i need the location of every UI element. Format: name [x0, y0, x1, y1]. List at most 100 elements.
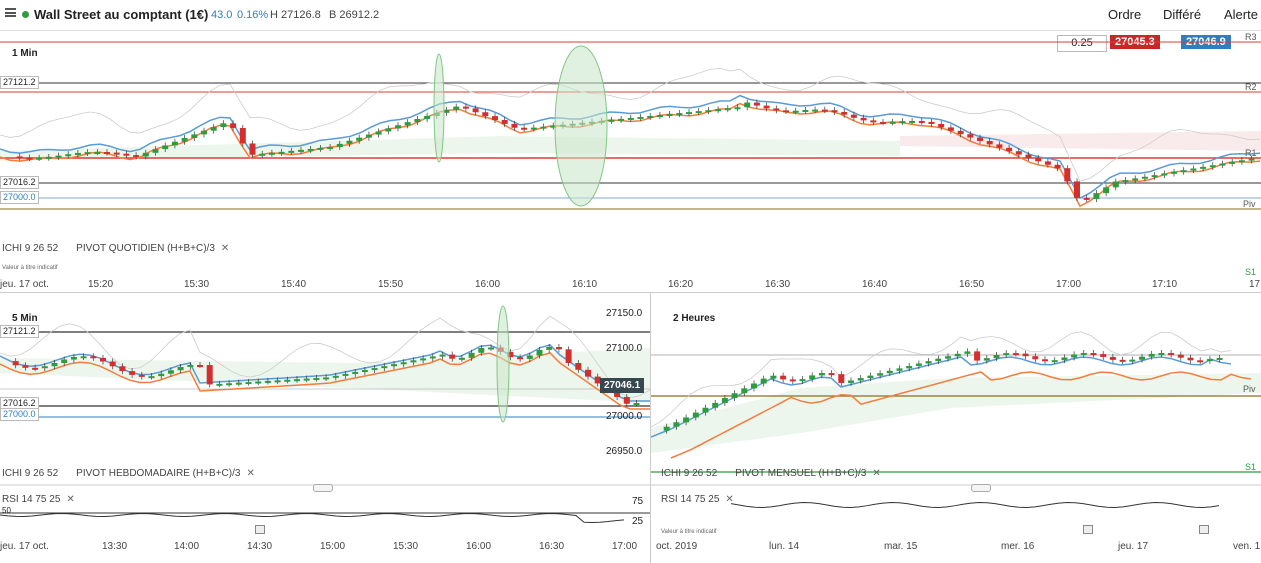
rsi-indicator[interactable]: RSI 14 75 25 — [661, 494, 720, 505]
change-value: 43.0 — [211, 9, 233, 21]
candle — [84, 152, 91, 155]
candle — [773, 108, 780, 111]
time-tick: 17 — [1249, 279, 1261, 290]
indicator-legend-1min[interactable]: ICHI 9 26 52 PIVOT QUOTIDIEN (H+B+C)/3 ✕ — [2, 243, 229, 254]
candle — [705, 110, 712, 113]
rsi-legend-2h[interactable]: RSI 14 75 25 ✕ — [661, 494, 734, 505]
order-button[interactable]: Ordre — [1108, 7, 1142, 22]
chart-2h-canvas[interactable] — [651, 293, 1261, 538]
candle — [1061, 357, 1068, 361]
pivot-indicator[interactable]: PIVOT MENSUEL (H+B+C)/3 — [735, 468, 867, 479]
candle — [1103, 187, 1110, 194]
pivot-indicator[interactable]: PIVOT HEBDOMADAIRE (H+B+C)/3 — [76, 468, 241, 479]
panel-resize-handle[interactable] — [313, 484, 333, 492]
candle — [530, 127, 537, 130]
ichimoku-kijun-line — [651, 356, 1232, 438]
candle — [332, 375, 339, 378]
time-tick: mer. 16 — [1001, 541, 1035, 552]
candle — [264, 380, 271, 383]
candle — [1129, 359, 1136, 362]
candle — [860, 117, 867, 121]
candle — [1197, 360, 1204, 363]
level-label-r2-price: 27121.2 — [0, 76, 39, 89]
candle — [148, 376, 155, 379]
candle — [623, 396, 630, 404]
candle — [618, 118, 625, 121]
candle — [201, 130, 207, 135]
alert-button[interactable]: Alerte — [1224, 7, 1258, 22]
chart-1min[interactable]: 1 Min 27121.2 27016.2 27000.0 R3 R2 R1 P… — [0, 31, 1261, 291]
candle — [1161, 173, 1168, 176]
candle — [104, 152, 110, 155]
hamburger-menu-icon[interactable] — [5, 8, 16, 17]
candle — [45, 156, 52, 159]
candle — [1083, 197, 1090, 200]
candle — [1093, 193, 1100, 199]
instrument-title[interactable]: Wall Street au comptant (1€) — [34, 7, 209, 22]
close-icon[interactable]: ✕ — [725, 494, 734, 505]
candle — [540, 126, 547, 129]
close-icon[interactable]: ✕ — [246, 468, 255, 479]
market-open-dot-icon — [22, 11, 29, 18]
pivot-indicator[interactable]: PIVOT QUOTIDIEN (H+B+C)/3 — [76, 243, 215, 254]
candle — [346, 140, 353, 144]
candle — [751, 383, 757, 389]
candle — [381, 366, 388, 369]
candle — [517, 357, 524, 360]
calendar-event-icon[interactable] — [1199, 525, 1209, 534]
calendar-event-icon[interactable] — [255, 525, 265, 534]
candle — [501, 120, 508, 124]
time-tick: 16:00 — [475, 279, 501, 290]
time-tick: lun. 14 — [769, 541, 800, 552]
chart-2h[interactable]: 2 Heures Piv S1 ICHI 9 26 52 PIVOT MENSUE… — [651, 293, 1261, 538]
candle — [181, 138, 188, 142]
close-icon[interactable]: ✕ — [66, 494, 75, 505]
chart-5min-canvas[interactable] — [0, 293, 650, 538]
close-icon[interactable]: ✕ — [220, 243, 230, 254]
indicator-legend-5min[interactable]: ICHI 9 26 52 PIVOT HEBDOMADAIRE (H+B+C)/3… — [2, 468, 255, 479]
candle — [1229, 161, 1236, 164]
candle — [1064, 168, 1071, 182]
candle — [812, 109, 819, 112]
candle — [210, 126, 217, 131]
chevron-down-icon[interactable]: ⌄ — [196, 9, 205, 20]
candle — [220, 123, 227, 127]
quantity-stepper[interactable]: 0.25 — [1057, 35, 1107, 52]
candle — [877, 373, 884, 376]
chart-5min[interactable]: 5 Min 27121.2 27016.2 27000.0 27150.0 27… — [0, 293, 650, 538]
deferred-button[interactable]: Différé — [1163, 7, 1202, 22]
candle — [831, 110, 838, 113]
candle — [594, 376, 601, 384]
candle — [1141, 176, 1148, 179]
time-tick: jeu. 17 oct. — [0, 541, 49, 552]
ichimoku-chikou-line — [651, 331, 1232, 428]
candle — [809, 375, 816, 380]
ichimoku-indicator[interactable]: ICHI 9 26 52 — [2, 243, 59, 254]
candle — [906, 365, 913, 369]
level-r3-label: R3 — [1245, 32, 1257, 42]
y-tick: 27100.0 — [606, 343, 643, 354]
candle — [880, 121, 886, 124]
candle — [424, 115, 431, 120]
ichimoku-indicator[interactable]: ICHI 9 26 52 — [2, 468, 59, 479]
candle — [585, 369, 591, 377]
rsi-indicator[interactable]: RSI 14 75 25 — [2, 494, 61, 505]
chart-1min-title: 1 Min — [12, 48, 38, 59]
candle — [734, 107, 741, 110]
level-s1-label: S1 — [1245, 267, 1257, 277]
chart-1min-canvas[interactable] — [0, 31, 1261, 291]
panel-divider — [650, 293, 651, 563]
ichimoku-indicator[interactable]: ICHI 9 26 52 — [661, 468, 718, 479]
rsi-legend-5min[interactable]: RSI 14 75 25 ✕ — [2, 494, 75, 505]
candle — [1074, 181, 1080, 198]
candle — [1109, 356, 1116, 360]
calendar-event-icon[interactable] — [1083, 525, 1093, 534]
candle — [123, 153, 130, 156]
candle — [1148, 353, 1155, 357]
candle — [828, 373, 835, 376]
close-icon[interactable]: ✕ — [872, 468, 881, 479]
candle — [138, 374, 145, 377]
panel-resize-handle[interactable] — [971, 484, 991, 492]
indicator-legend-2h[interactable]: ICHI 9 26 52 PIVOT MENSUEL (H+B+C)/3 ✕ — [661, 468, 881, 479]
candle — [385, 128, 392, 132]
